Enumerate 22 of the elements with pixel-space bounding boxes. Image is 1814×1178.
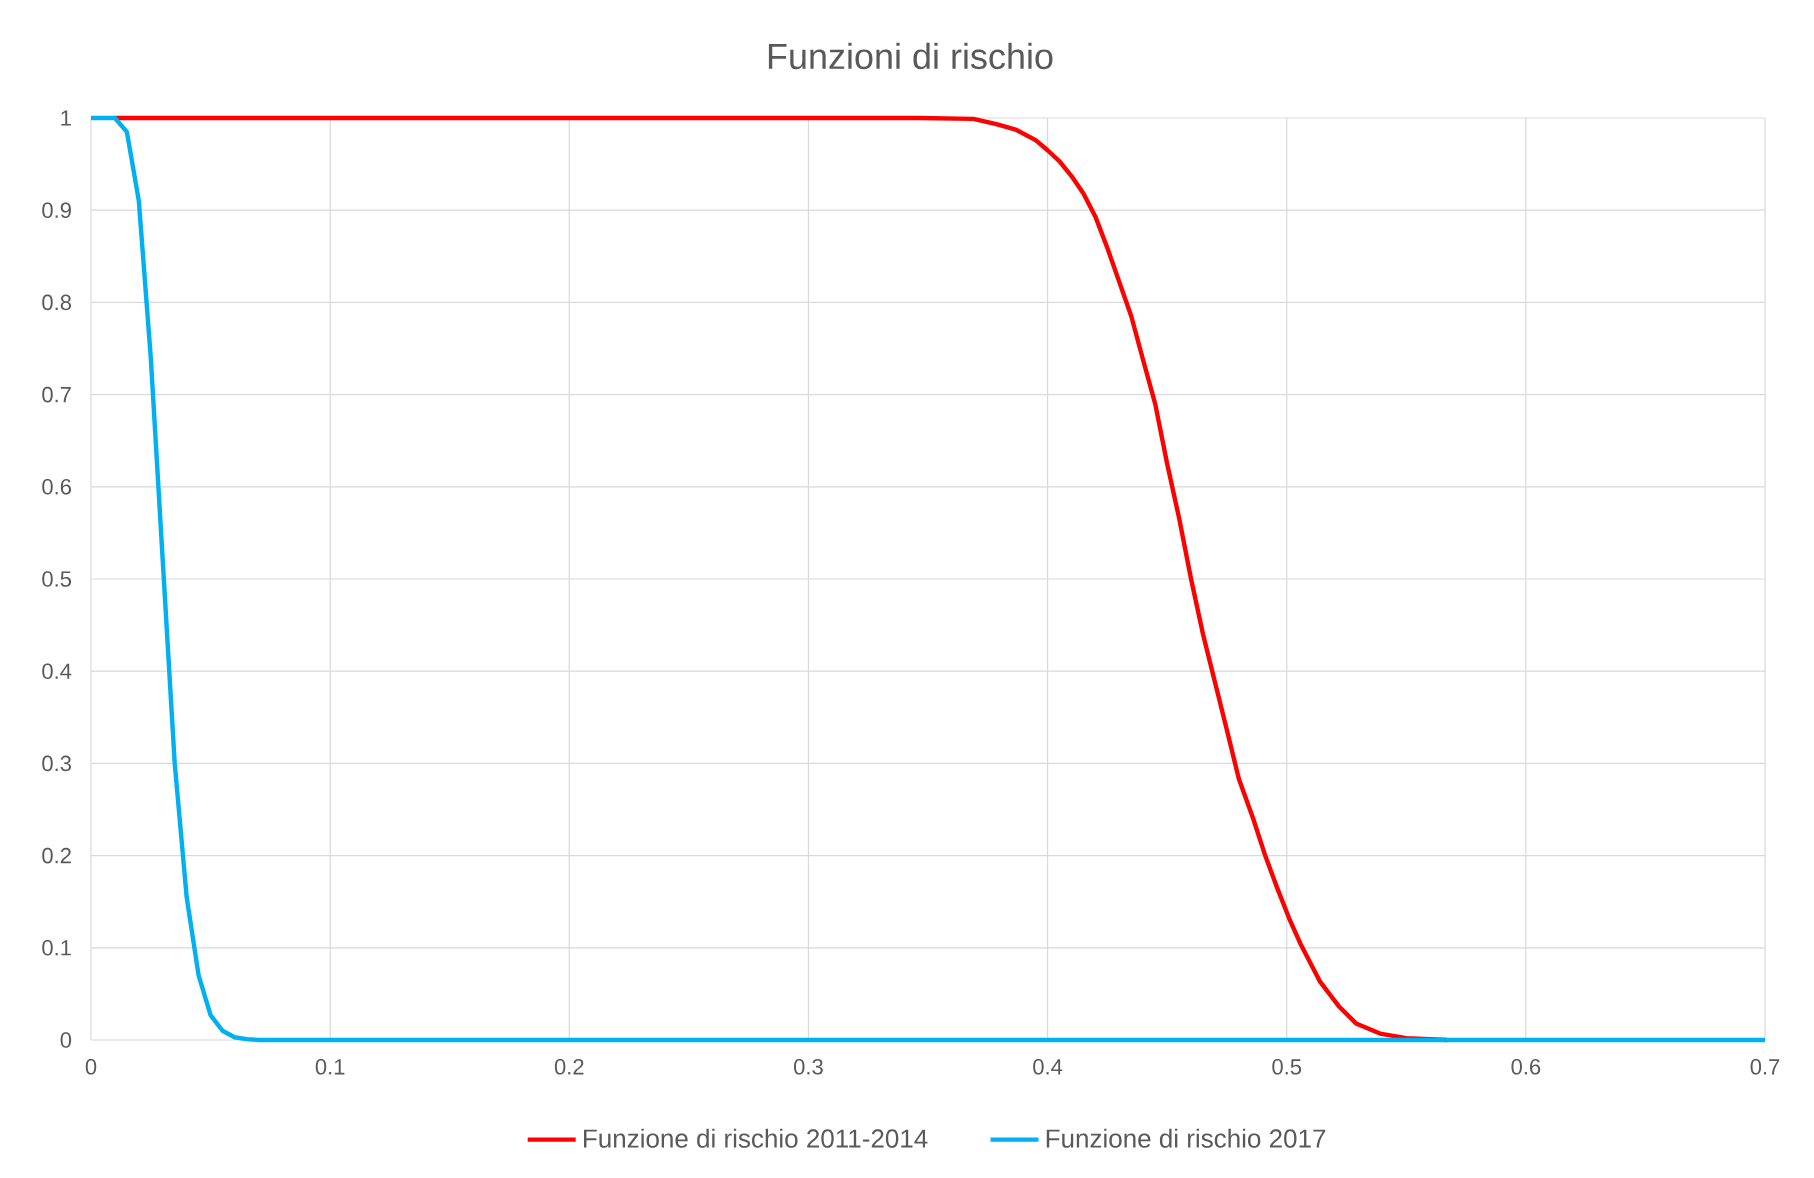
x-tick-label: 0 bbox=[85, 1059, 97, 1075]
x-tick-label: 0.1 bbox=[315, 1059, 345, 1075]
chart-title: Funzioni di rischio bbox=[768, 42, 1053, 70]
y-tick-label: 0.5 bbox=[42, 571, 72, 587]
y-tick-label: 1 bbox=[61, 110, 71, 126]
y-tick-label: 0.8 bbox=[42, 294, 72, 311]
legend-label: Funzione di rischio 2011-2014 bbox=[584, 1128, 928, 1148]
y-tick-label: 0.3 bbox=[42, 755, 72, 772]
y-tick-label: 0.7 bbox=[42, 386, 71, 403]
x-tick-label: 0.5 bbox=[1272, 1059, 1302, 1075]
y-tick-label: 0 bbox=[60, 1032, 72, 1048]
legend-label: Funzione di rischio 2017 bbox=[1046, 1128, 1326, 1148]
y-tick-label: 0.6 bbox=[42, 478, 72, 495]
y-tick-label: 0.9 bbox=[42, 202, 71, 218]
y-tick-label: 0.1 bbox=[42, 940, 71, 956]
x-tick-label: 0.6 bbox=[1511, 1059, 1541, 1075]
x-tick-label: 0.3 bbox=[794, 1059, 823, 1075]
y-tick-label: 0.2 bbox=[42, 847, 71, 864]
y-tick-label: 0.4 bbox=[42, 663, 72, 679]
x-tick-label: 0.2 bbox=[554, 1059, 584, 1075]
x-tick-label: 0.4 bbox=[1033, 1059, 1063, 1075]
x-tick-label: 0.7 bbox=[1750, 1059, 1780, 1075]
